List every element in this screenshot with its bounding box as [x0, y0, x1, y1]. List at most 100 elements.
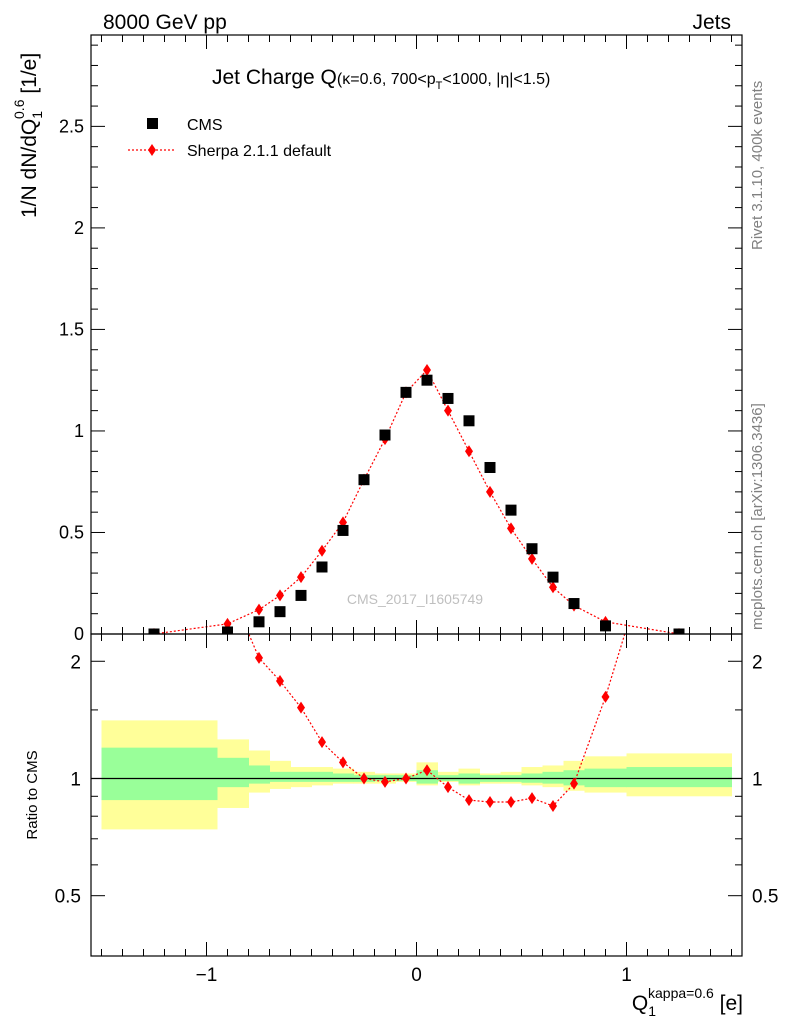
data-point-main [463, 415, 475, 427]
ratio-y-axis-label: Ratio to CMS [24, 750, 41, 839]
data-point-main [148, 628, 160, 634]
ratio-band-inner [248, 765, 270, 784]
ratio-band-inner [269, 771, 291, 782]
plot-title-sub-sub: T [436, 80, 443, 92]
x-tick-label: 0 [411, 965, 422, 986]
mc-point-ratio [339, 756, 347, 769]
mc-point-main [465, 445, 473, 458]
legend-mc-label: Sherpa 2.1.1 default [187, 143, 332, 160]
mc-series-ratio [248, 634, 626, 812]
header-process: Jets [692, 11, 731, 34]
mc-point-ratio [360, 772, 368, 785]
x-axis-label-sup: kappa=0.6 [648, 985, 714, 1001]
plot-title: Jet Charge Q(κ=0.6, 700<pT<1000, |η|<1.5… [212, 66, 550, 92]
mc-point-main [486, 485, 494, 498]
mc-point-main [276, 589, 284, 602]
mc-point-main [444, 404, 452, 417]
rivet-label: Rivet 3.1.10, 400k events [749, 81, 766, 250]
data-point-main [673, 628, 685, 634]
mc-point-ratio [402, 772, 410, 785]
legend-data-marker [147, 118, 158, 129]
x-tick-label: −1 [196, 965, 218, 986]
legend-data-label: CMS [187, 117, 223, 134]
main-y-tick-label: 0 [74, 624, 84, 644]
data-point-main [505, 504, 517, 516]
x-axis-label-end: [e] [714, 992, 743, 1015]
data-point-main [337, 524, 349, 536]
x-axis-label: Q1 kappa=0.6 [e] [632, 985, 743, 1019]
data-series-main [148, 374, 685, 634]
mc-point-ratio [318, 736, 326, 749]
data-point-main [484, 461, 496, 473]
main-y-axis-label: 1/N dN/dQ10.6 [1/e] [11, 53, 45, 218]
main-y-tick-label: 1 [74, 421, 84, 441]
data-point-main [253, 616, 265, 628]
mc-point-ratio [297, 701, 305, 714]
mc-point-ratio [570, 777, 578, 790]
ratio-y-tick-label-right: 0.5 [752, 887, 778, 908]
ratio-band-inner [332, 773, 354, 782]
mc-point-main [297, 571, 305, 584]
main-y-axis-label-sub: 1 [29, 111, 45, 119]
mc-point-main [318, 544, 326, 557]
mc-point-ratio [465, 794, 473, 807]
ratio-y-tick-label-right: 2 [752, 652, 763, 673]
ratio-y-tick-label: 2 [70, 652, 81, 673]
ratio-y-ticks: 0.5 0.5 1 1 2 2 [55, 652, 779, 907]
ratio-band-inner [311, 771, 333, 782]
legend-mc-marker [148, 144, 156, 156]
data-point-main [379, 429, 391, 441]
data-point-main [547, 571, 559, 583]
ratio-band-inner [416, 770, 438, 784]
main-y-tick-label: 0.5 [59, 522, 84, 542]
main-y-tick-label: 2 [74, 218, 84, 238]
mc-point-ratio [507, 796, 515, 809]
data-point-main [568, 598, 580, 610]
mc-point-ratio [423, 764, 431, 777]
main-y-axis-label-end: [1/e] [18, 53, 41, 100]
data-point-main [600, 620, 611, 632]
mc-point-main [528, 552, 536, 565]
data-point-main [442, 392, 454, 404]
main-y-axis-label-main: 1/N dN/dQ [18, 119, 41, 218]
watermark: CMS_2017_I1605749 [347, 591, 483, 607]
mcplots-label: mcplots.cern.ch [arXiv:1306.3436] [749, 403, 766, 630]
ratio-plot: 0.5 0.51 12 2 −1 0 1 Ratio to CMS Q1kappa=0.6… [24, 35, 778, 1019]
x-axis-label-main: Q [632, 992, 648, 1015]
main-plot: 0 0.5 1 1.5 2 2.5 CMS_2017_I1605749 Jet Charg… [11, 34, 743, 644]
main-y-tick-label: 1.5 [59, 319, 84, 339]
plot-title-main: Jet Charge Q [212, 66, 337, 89]
mc-point-ratio [601, 690, 610, 703]
mc-point-main [255, 603, 263, 616]
mc-point-ratio [549, 799, 557, 812]
data-point-main [295, 589, 307, 601]
mc-point-ratio [255, 651, 263, 664]
ratio-y-tick-label: 1 [70, 769, 81, 790]
mc-point-main [507, 522, 515, 535]
mc-point-ratio [444, 781, 452, 794]
main-y-axis-label-sup: 0.6 [11, 99, 27, 119]
mc-point-ratio [276, 674, 284, 687]
mc-point-main [549, 581, 557, 594]
mc-point-ratio [528, 792, 536, 805]
data-point-main [421, 374, 433, 386]
mc-point-main [423, 364, 431, 377]
header-energy: 8000 GeV pp [103, 11, 227, 34]
ratio-band-inner [563, 770, 585, 786]
ratio-band-inner [542, 771, 564, 784]
ratio-band-inner [101, 747, 218, 801]
x-axis-label-sub: 1 [648, 1003, 656, 1019]
mc-point-ratio [486, 796, 494, 809]
ratio-y-tick-label: 0.5 [55, 887, 81, 908]
data-point-main [400, 386, 412, 398]
ratio-band-inner [290, 771, 312, 782]
data-point-main [358, 474, 370, 486]
ratio-bands-inner [101, 747, 732, 801]
main-y-ticks: 0 0.5 1 1.5 2 2.5 [59, 44, 742, 644]
plot-title-sub: (κ=0.6, 700<p [337, 71, 436, 88]
data-point-main [526, 543, 538, 555]
ratio-band-inner [217, 757, 249, 788]
plot-title-sub-end: <1000, |η|<1.5) [442, 71, 550, 88]
x-axis-ticks: −1 0 1 [101, 35, 732, 986]
